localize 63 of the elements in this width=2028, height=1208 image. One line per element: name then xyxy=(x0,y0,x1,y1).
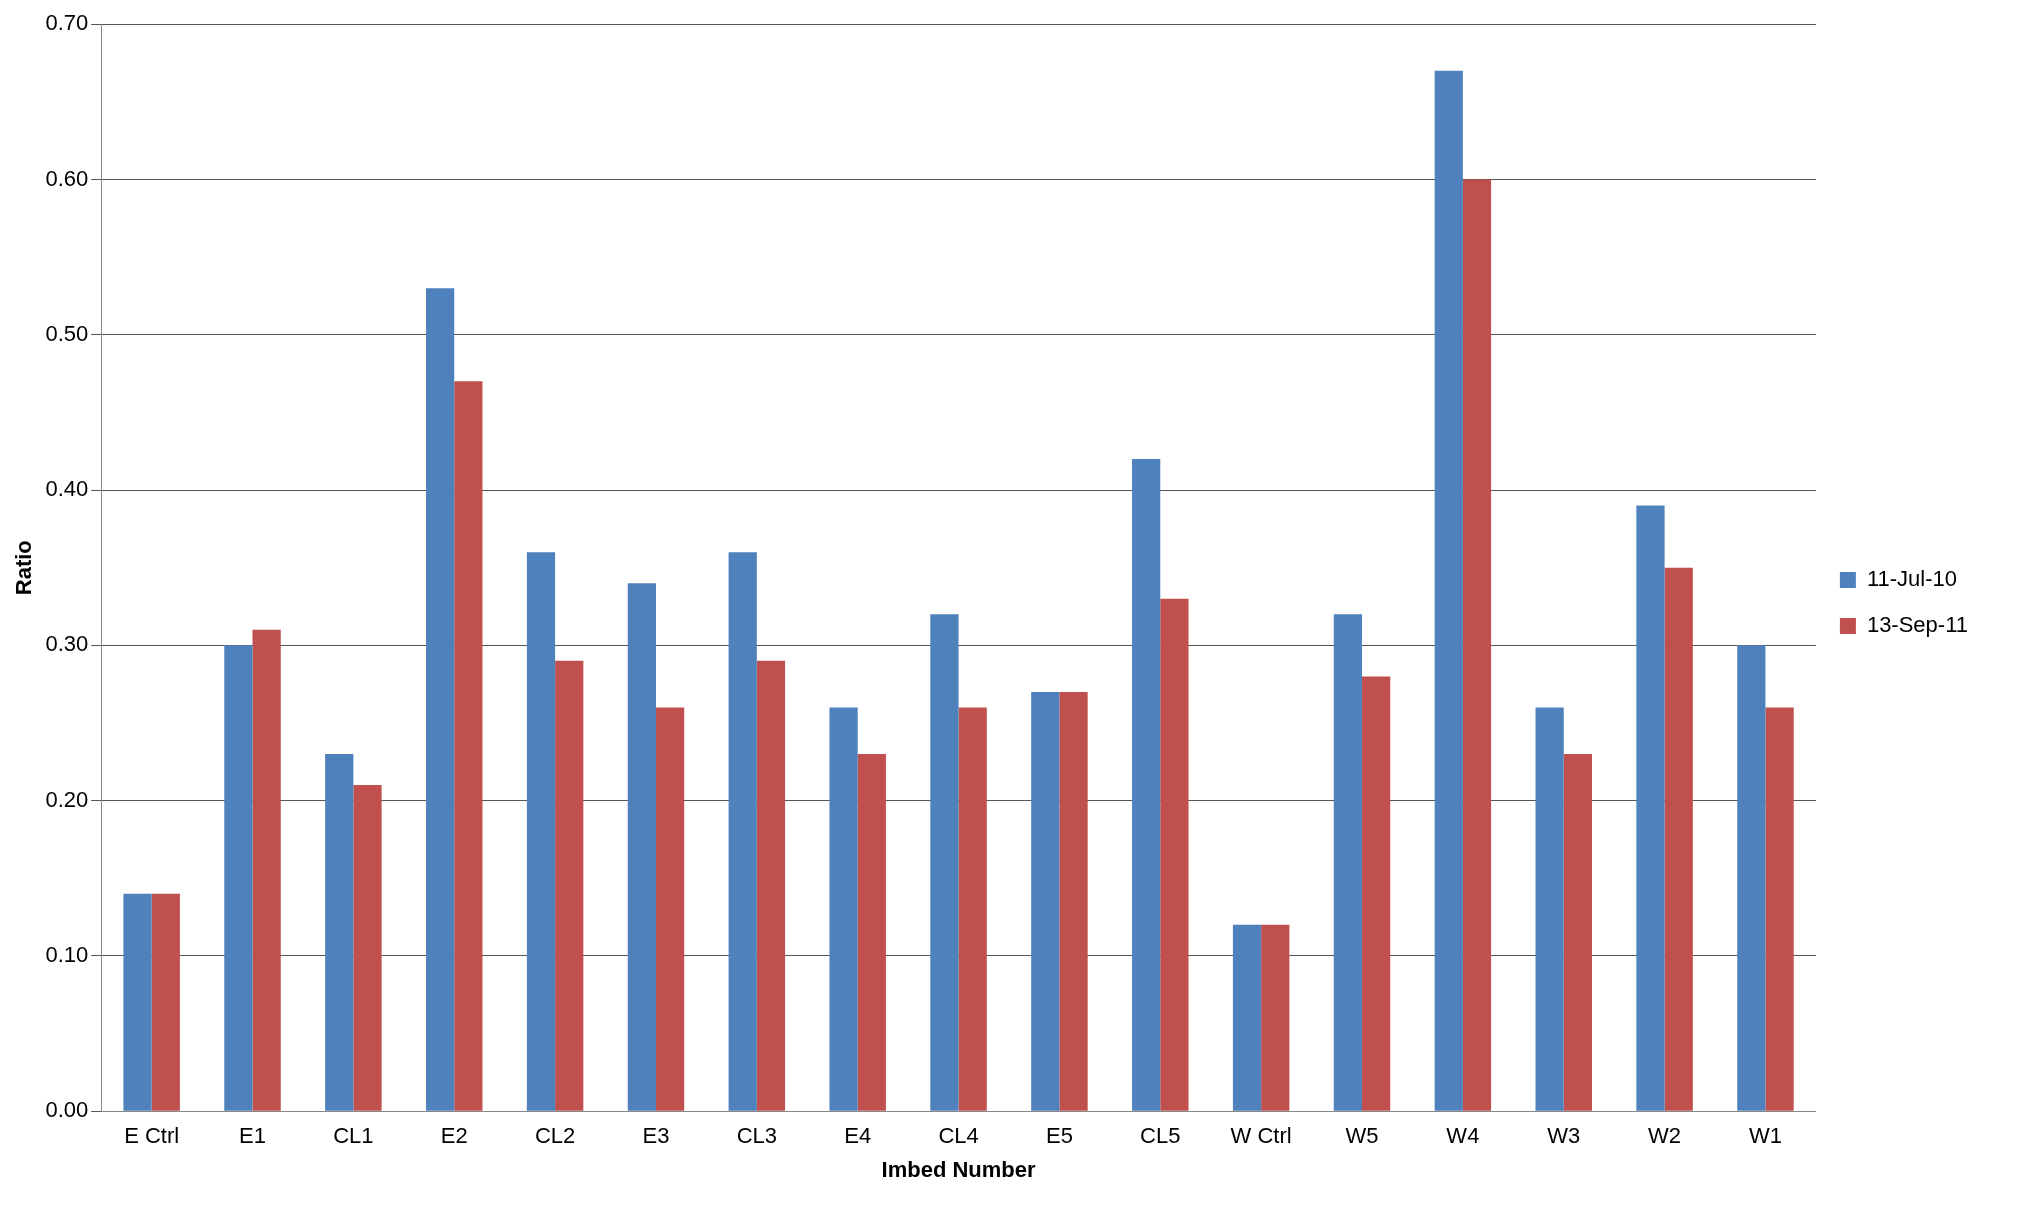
bar xyxy=(1362,676,1391,1111)
bar xyxy=(958,707,987,1111)
bar xyxy=(1664,567,1693,1111)
x-tick-label: W3 xyxy=(1547,1123,1581,1149)
bar xyxy=(252,629,281,1111)
y-tick-label: 0.30 xyxy=(45,631,89,657)
bar xyxy=(1765,707,1794,1111)
y-tick-label: 0.70 xyxy=(45,10,89,36)
bar xyxy=(1132,459,1161,1111)
x-tick-label: W5 xyxy=(1345,1123,1379,1149)
y-tick-label: 0.00 xyxy=(45,1097,89,1123)
x-tick-label: W2 xyxy=(1648,1123,1682,1149)
bar xyxy=(1462,179,1492,1111)
bar xyxy=(353,785,382,1111)
bar xyxy=(123,893,152,1111)
bar xyxy=(1636,505,1665,1111)
bar xyxy=(829,707,858,1111)
bar xyxy=(1333,614,1363,1111)
bar xyxy=(1232,924,1262,1111)
bar xyxy=(1434,70,1463,1111)
x-tick-label: E1 xyxy=(239,1123,266,1149)
bar xyxy=(325,754,354,1111)
y-tick-label: 0.10 xyxy=(45,941,89,967)
bar xyxy=(151,893,180,1111)
x-tick-label: CL4 xyxy=(938,1123,979,1149)
y-tick-label: 0.60 xyxy=(45,165,89,191)
x-tick-label: E5 xyxy=(1045,1123,1073,1149)
bar xyxy=(224,645,253,1111)
bar xyxy=(426,288,455,1111)
x-tick-label: E3 xyxy=(642,1123,670,1149)
x-tick-label: CL1 xyxy=(333,1123,374,1149)
bar xyxy=(655,707,685,1111)
x-tick-label: E2 xyxy=(440,1123,468,1149)
bar xyxy=(1160,598,1189,1111)
x-tick-label: CL5 xyxy=(1140,1123,1181,1149)
bar xyxy=(1261,924,1290,1111)
x-axis-title: Imbed Number xyxy=(881,1156,1036,1182)
bar xyxy=(627,583,656,1111)
x-tick-label: W1 xyxy=(1748,1123,1782,1149)
bar xyxy=(526,552,556,1111)
x-tick-label: CL2 xyxy=(534,1123,576,1149)
bar xyxy=(1059,691,1088,1111)
bar xyxy=(1737,645,1766,1111)
bar xyxy=(1535,707,1564,1111)
legend-label: 11-Jul-10 xyxy=(1866,566,1957,592)
bar xyxy=(756,660,786,1111)
bar xyxy=(555,660,584,1111)
x-tick-label: E Ctrl xyxy=(124,1123,180,1149)
x-tick-label: W4 xyxy=(1446,1123,1480,1149)
x-tick-label: W Ctrl xyxy=(1230,1123,1292,1149)
y-tick-label: 0.50 xyxy=(45,320,89,346)
bar xyxy=(930,614,959,1111)
x-tick-label: E4 xyxy=(844,1123,872,1149)
bar xyxy=(728,552,757,1111)
bar xyxy=(454,381,483,1111)
y-axis-title: Ratio xyxy=(11,540,37,596)
bar xyxy=(1031,691,1060,1111)
x-tick-label: CL3 xyxy=(736,1123,778,1149)
legend-label: 13-Sep-11 xyxy=(1866,612,1968,638)
bar xyxy=(857,754,886,1111)
y-tick-label: 0.20 xyxy=(45,786,89,812)
y-tick-label: 0.40 xyxy=(45,476,89,502)
bar xyxy=(1563,754,1592,1111)
